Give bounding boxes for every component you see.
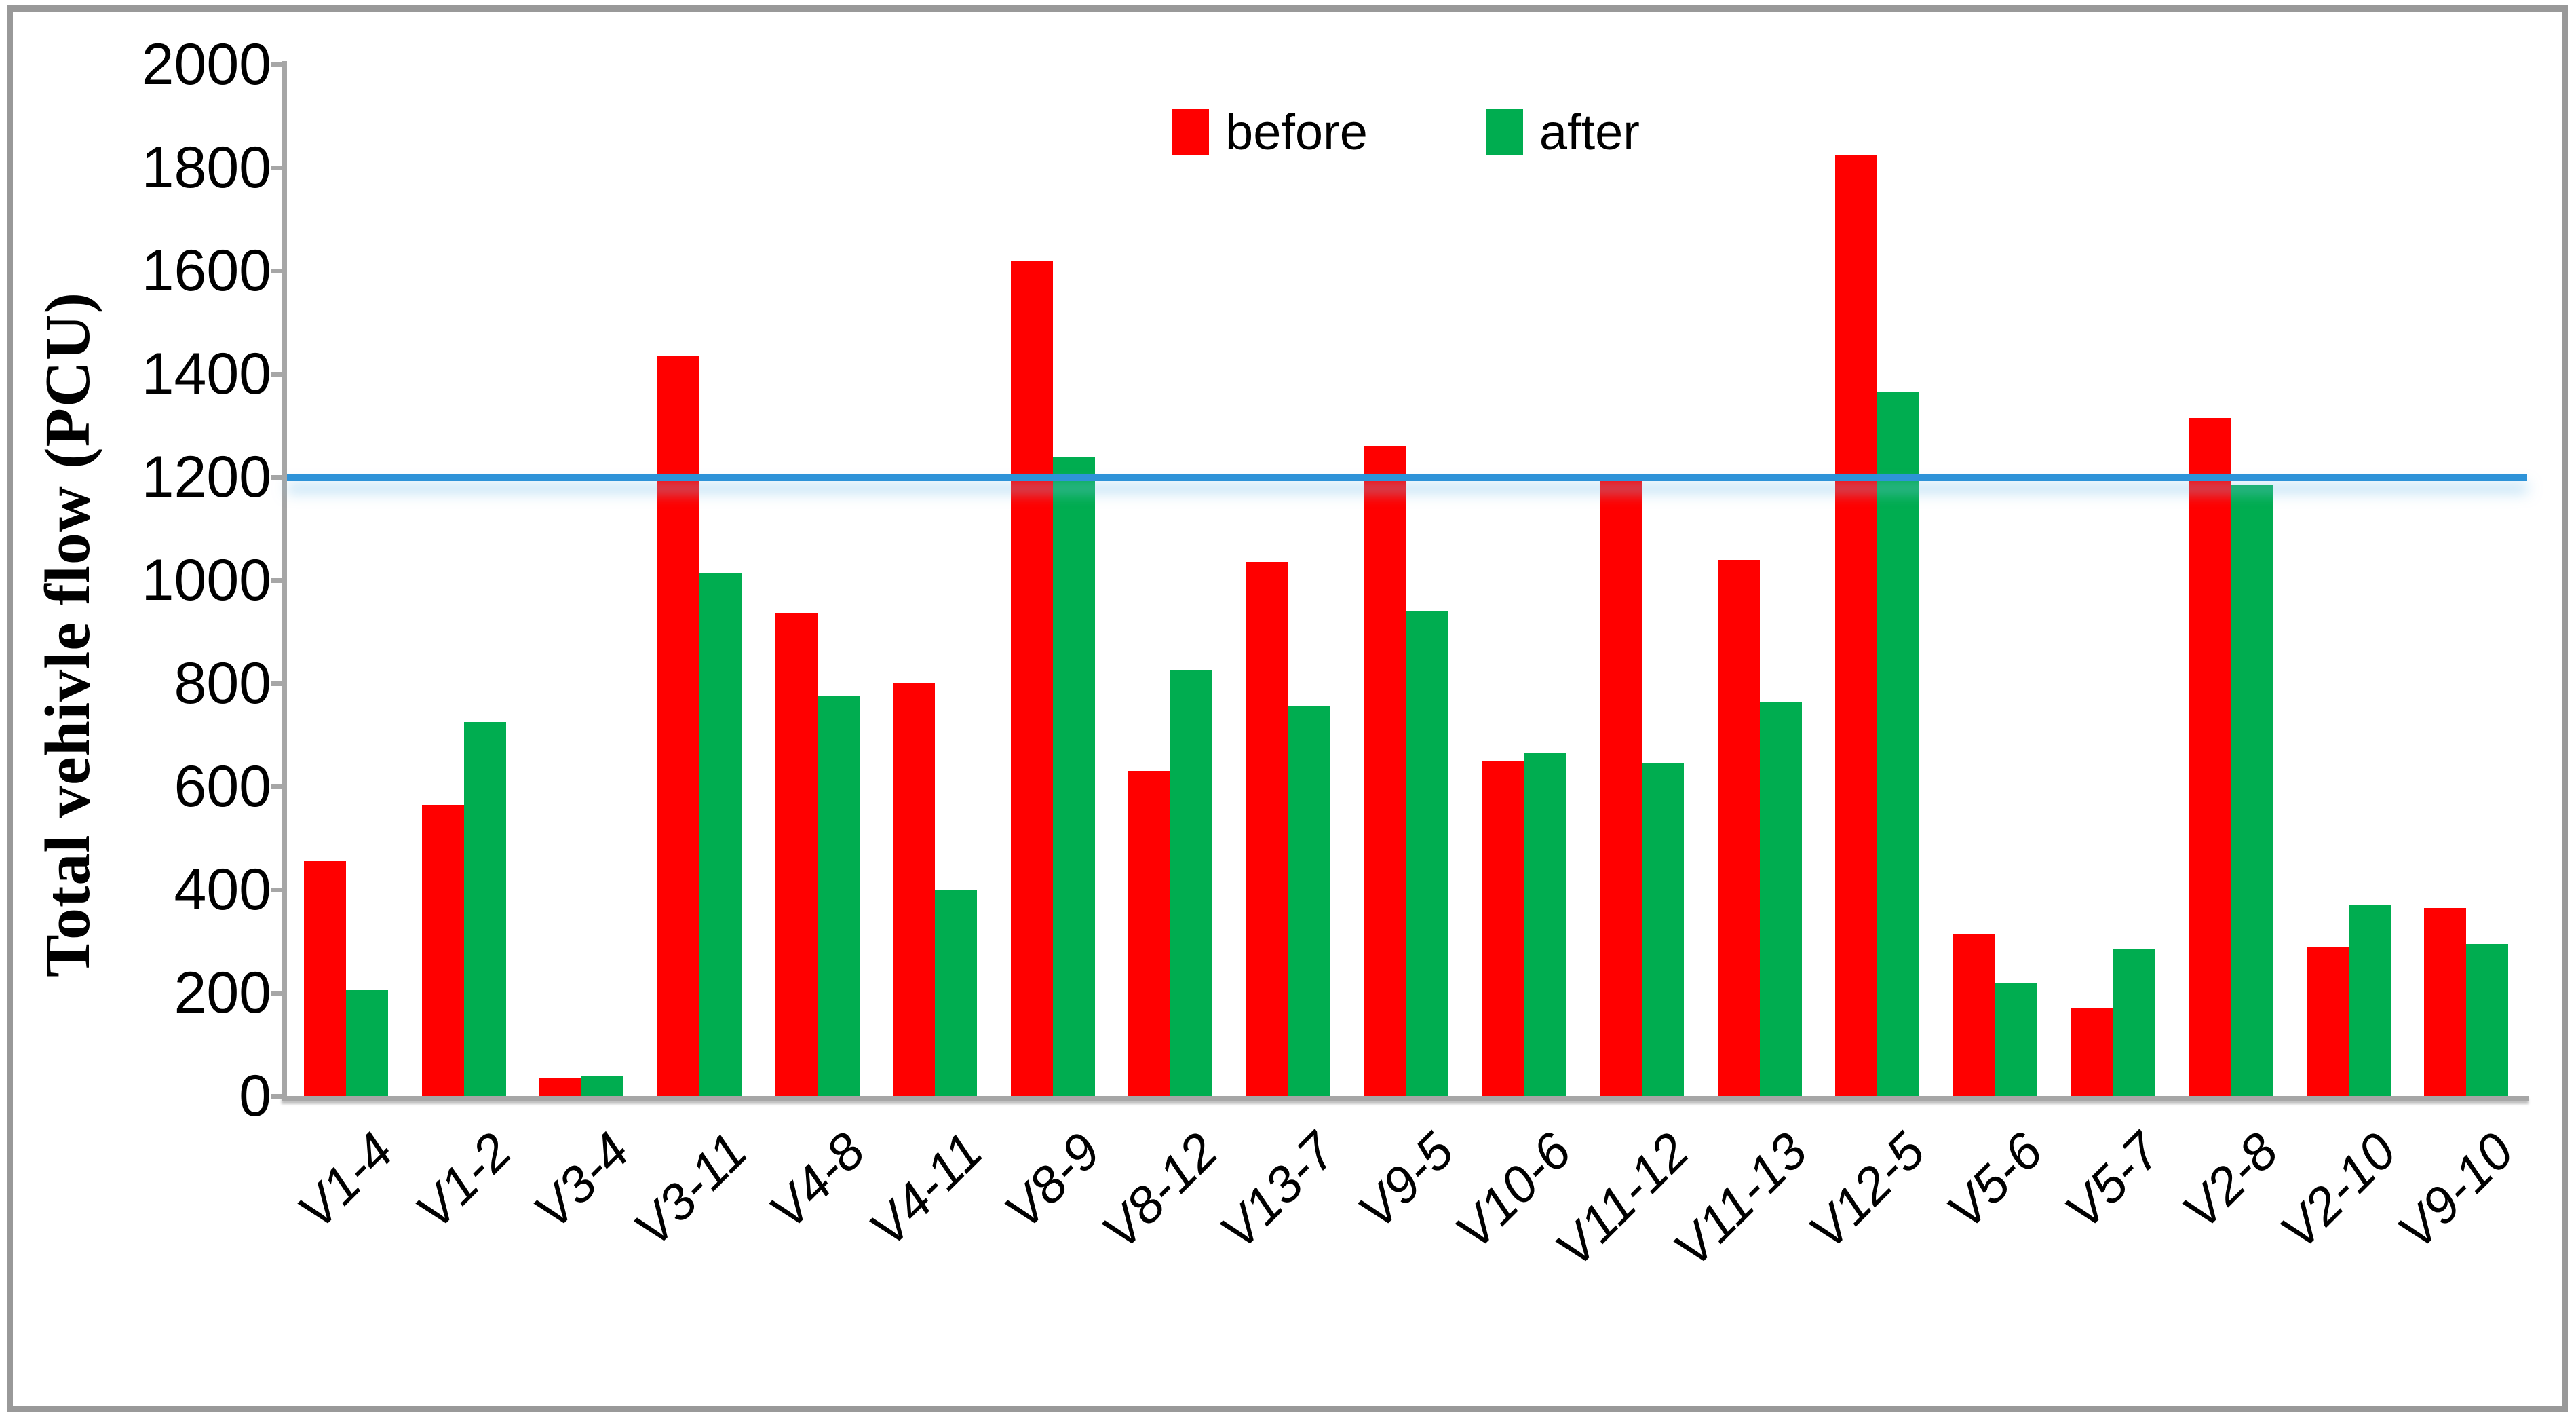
bar-before-V8-12 (1128, 771, 1171, 1096)
y-axis-tick-label-2000: 2000 (141, 32, 271, 97)
bar-before-V1-4 (304, 861, 346, 1096)
bar-before-V5-7 (2071, 1008, 2113, 1096)
bar-after-V4-11 (935, 890, 978, 1096)
legend-swatch-before-icon (1172, 109, 1210, 155)
bar-before-V3-11 (657, 356, 699, 1096)
bar-before-V13-7 (1246, 562, 1289, 1096)
bar-after-V2-10 (2348, 905, 2391, 1096)
y-axis-tick-label-1400: 1400 (141, 341, 271, 406)
legend-item-before: before (1172, 107, 1368, 157)
bar-before-V4-11 (893, 683, 936, 1096)
bar-before-V9-10 (2424, 907, 2467, 1096)
bar-after-V9-10 (2466, 943, 2509, 1096)
bar-after-V5-7 (2113, 949, 2155, 1096)
y-axis-tick-label-0: 0 (239, 1063, 271, 1129)
y-axis-tick-label-1600: 1600 (141, 238, 271, 303)
legend: before after (287, 107, 2525, 157)
y-axis-tick-mark (271, 681, 282, 686)
y-axis-tick-label-600: 600 (174, 754, 272, 819)
bar-before-V11-13 (1717, 559, 1760, 1096)
figure-border (7, 5, 2568, 1412)
bar-before-V5-6 (1953, 933, 1995, 1096)
bar-after-V10-6 (1524, 753, 1566, 1096)
bar-after-V12-5 (1877, 392, 1920, 1096)
bar-before-V10-6 (1482, 761, 1524, 1096)
bar-before-V11-12 (1599, 479, 1642, 1096)
y-axis-tick-mark (271, 269, 282, 273)
bar-before-V3-4 (539, 1078, 582, 1096)
y-axis-tick-mark (271, 784, 282, 789)
bar-after-V9-5 (1406, 611, 1448, 1096)
y-axis-line (282, 61, 287, 1101)
y-axis-tick-label-200: 200 (174, 960, 272, 1025)
bar-before-V2-10 (2306, 946, 2349, 1096)
bar-after-V11-13 (1759, 701, 1802, 1096)
legend-label-after: after (1539, 104, 1640, 160)
legend-swatch-after-icon (1486, 109, 1523, 155)
y-axis-tick-mark (271, 578, 282, 583)
x-axis-line (282, 1096, 2529, 1101)
bar-after-V3-11 (699, 572, 742, 1096)
y-axis-tick-mark (271, 888, 282, 892)
y-axis-tick-label-400: 400 (174, 857, 272, 922)
y-axis-tick-mark (271, 1094, 282, 1099)
bar-before-V9-5 (1364, 446, 1406, 1096)
bar-after-V3-4 (581, 1075, 624, 1096)
y-axis-tick-label-1800: 1800 (141, 135, 271, 200)
bar-after-V1-2 (463, 722, 506, 1096)
reference-line-1200 (287, 474, 2527, 481)
bar-after-V5-6 (1995, 982, 2037, 1096)
y-axis-tick-mark (271, 166, 282, 170)
bar-after-V2-8 (2231, 485, 2273, 1096)
bar-before-V2-8 (2189, 417, 2231, 1096)
y-axis-tick-label-800: 800 (174, 651, 272, 716)
bar-before-V1-2 (421, 804, 464, 1096)
legend-item-after: after (1486, 107, 1640, 157)
bar-after-V11-12 (1641, 763, 1684, 1096)
bar-after-V1-4 (346, 990, 388, 1096)
bar-after-V8-12 (1170, 670, 1213, 1096)
bar-after-V13-7 (1288, 706, 1331, 1096)
legend-label-before: before (1225, 104, 1368, 160)
bar-before-V8-9 (1010, 260, 1053, 1096)
bar-before-V12-5 (1835, 155, 1878, 1096)
y-axis-tick-label-1000: 1000 (141, 548, 271, 613)
y-axis-tick-label-1200: 1200 (141, 444, 271, 510)
y-axis-tick-mark (271, 62, 282, 67)
y-axis-tick-mark (271, 372, 282, 377)
bar-before-V4-8 (775, 613, 818, 1096)
y-axis-tick-mark (271, 991, 282, 996)
bar-after-V8-9 (1052, 456, 1095, 1096)
y-axis-tick-mark (271, 475, 282, 480)
plot-area (287, 64, 2525, 1096)
bar-after-V4-8 (817, 696, 860, 1096)
